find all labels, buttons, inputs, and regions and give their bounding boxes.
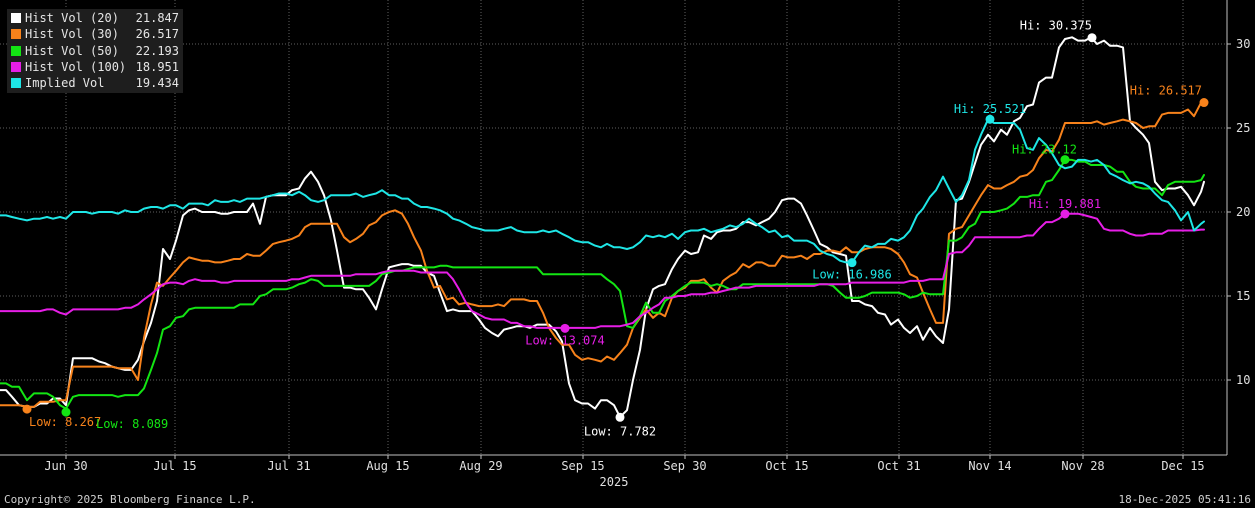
- y-tick-label: 10: [1236, 373, 1250, 387]
- extreme-marker: [1087, 33, 1097, 43]
- legend-item: Hist Vol (20) 21.847: [11, 10, 179, 26]
- extreme-marker: [560, 323, 570, 333]
- legend-swatch-hv20: [11, 13, 21, 24]
- legend-name: Hist Vol (30): [25, 27, 119, 42]
- extreme-label: Hi: 26.517: [1130, 84, 1202, 98]
- series-line-hist-vol-50: [0, 158, 1205, 410]
- legend-item: Hist Vol (30) 26.517: [11, 26, 179, 42]
- x-tick-label: Nov 14: [968, 459, 1011, 473]
- legend-swatch-hv100: [11, 62, 21, 73]
- x-tick-label: Jun 30: [44, 459, 87, 473]
- x-tick-label: Sep 30: [663, 459, 706, 473]
- legend-name: Implied Vol: [25, 76, 105, 91]
- legend-value: 19.434: [135, 76, 179, 91]
- x-tick-label: Oct 31: [877, 459, 920, 473]
- legend-name: Hist Vol (100): [25, 59, 127, 74]
- grid: [0, 0, 1227, 455]
- legend-value: 22.193: [135, 43, 179, 58]
- legend-item: Implied Vol 19.434: [11, 75, 179, 91]
- x-tick-label: Aug 29: [459, 459, 502, 473]
- series-line-hist-vol-30: [0, 101, 1205, 408]
- legend-value: 26.517: [135, 27, 179, 42]
- x-tick-label: Jul 15: [153, 459, 196, 473]
- extreme-label: Low: 7.782: [584, 424, 656, 438]
- legend-item: Hist Vol (50) 22.193: [11, 43, 179, 59]
- y-tick-label: 25: [1236, 121, 1250, 135]
- chart-legend: Hist Vol (20) 21.847 Hist Vol (30) 26.51…: [7, 9, 183, 94]
- extreme-marker: [615, 412, 625, 422]
- x-tick-label: Oct 15: [765, 459, 808, 473]
- timestamp-text: 18-Dec-2025 05:41:16: [1118, 493, 1251, 506]
- legend-swatch-hv30: [11, 29, 21, 40]
- y-tick-label: 20: [1236, 205, 1250, 219]
- hi-low-annotations: Hi: 30.375 Low: 7.782 Hi: 26.517 Low: 8.267…: [22, 19, 1209, 438]
- extreme-marker: [61, 407, 71, 417]
- legend-name: Hist Vol (50): [25, 43, 119, 58]
- legend-item: Hist Vol (100) 18.951: [11, 59, 179, 75]
- x-tick-label: Dec 15: [1161, 459, 1204, 473]
- extreme-marker: [1199, 98, 1209, 108]
- x-tick-label: Nov 28: [1061, 459, 1104, 473]
- y-tick-label: 15: [1236, 289, 1250, 303]
- series-line-hist-vol-20: [0, 36, 1205, 418]
- extreme-label: Low: 8.089: [96, 417, 168, 431]
- x-year-label: 2025: [600, 475, 629, 489]
- legend-swatch-hv50: [11, 45, 21, 56]
- legend-value: 18.951: [135, 59, 179, 74]
- legend-value: 21.847: [135, 11, 179, 25]
- series-line-implied-vol: [0, 118, 1205, 264]
- copyright-text: Copyright© 2025 Bloomberg Finance L.P.: [4, 493, 256, 506]
- extreme-marker: [1060, 209, 1070, 219]
- extreme-label: Hi: 19.881: [1029, 197, 1101, 211]
- extreme-marker: [22, 404, 32, 414]
- extreme-label: Low: 16.986: [812, 268, 891, 282]
- x-tick-label: Sep 15: [561, 459, 604, 473]
- extreme-label: Hi: 23.12: [1012, 143, 1077, 157]
- extreme-label: Low: 13.074: [525, 333, 604, 347]
- extreme-label: Low: 8.267: [29, 415, 101, 429]
- extreme-label: Hi: 25.521: [954, 102, 1026, 116]
- extreme-label: Hi: 30.375: [1020, 19, 1092, 33]
- y-tick-label: 30: [1236, 37, 1250, 51]
- series-line-hist-vol-100: [0, 212, 1205, 329]
- extreme-marker: [1060, 155, 1070, 165]
- x-tick-label: Jul 31: [267, 459, 310, 473]
- extreme-marker: [847, 258, 857, 268]
- extreme-marker: [985, 114, 995, 124]
- series-lines: [0, 36, 1205, 418]
- legend-name: Hist Vol (20): [25, 11, 119, 25]
- legend-swatch-implied: [11, 78, 21, 89]
- x-tick-label: Aug 15: [366, 459, 409, 473]
